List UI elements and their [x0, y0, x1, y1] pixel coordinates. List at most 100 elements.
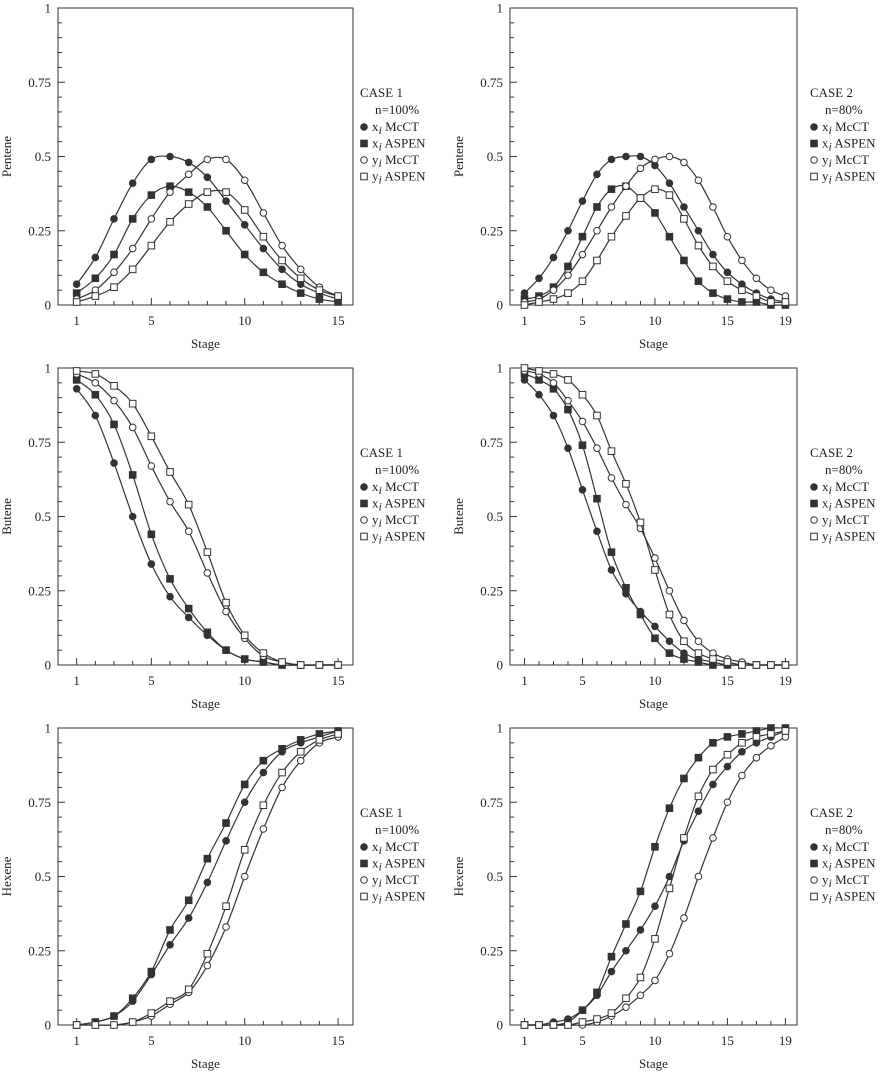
- data-point: [166, 926, 174, 934]
- data-point: [240, 872, 249, 881]
- series-line: [76, 388, 339, 666]
- legend-entry-label: xi ASPEN: [372, 856, 426, 874]
- legend-entry-label: xi McCT: [372, 839, 419, 857]
- y-axis-label: Butene: [0, 498, 14, 535]
- data-point: [128, 512, 137, 521]
- data-point: [738, 661, 746, 669]
- data-point: [222, 837, 230, 845]
- data-point: [222, 188, 230, 196]
- data-point: [296, 736, 305, 744]
- data-point: [622, 212, 630, 220]
- data-point: [709, 739, 717, 747]
- data-point: [607, 566, 616, 574]
- data-point: [651, 976, 659, 985]
- data-point: [549, 379, 558, 387]
- data-point: [651, 622, 659, 631]
- data-point: [203, 949, 212, 958]
- data-point: [767, 286, 775, 294]
- data-point: [91, 411, 100, 420]
- data-point: [680, 774, 688, 783]
- data-point: [110, 215, 118, 223]
- legend-entry-label: yi McCT: [822, 872, 869, 890]
- data-point: [578, 390, 587, 399]
- series-x-i-aspen: [72, 182, 342, 306]
- data-point: [709, 834, 717, 842]
- data-point: [622, 583, 630, 592]
- y-tick-label: 0.5: [487, 869, 503, 884]
- data-point: [636, 194, 645, 202]
- data-point: [520, 1021, 529, 1029]
- x-tick-label: 19: [779, 313, 792, 328]
- data-point: [738, 256, 746, 265]
- data-point: [665, 649, 674, 657]
- data-point: [593, 988, 601, 997]
- data-point: [651, 634, 659, 643]
- data-point: [665, 949, 674, 958]
- data-point: [110, 382, 118, 390]
- data-point: [593, 1015, 601, 1023]
- data-point: [535, 274, 543, 283]
- data-point: [296, 747, 305, 756]
- data-point: [549, 286, 558, 294]
- data-point: [222, 902, 230, 911]
- data-point: [334, 292, 342, 300]
- data-point: [315, 295, 324, 303]
- data-point: [166, 592, 174, 601]
- data-point: [222, 646, 230, 654]
- data-point: [166, 941, 174, 949]
- x-tick-label: 5: [148, 1033, 155, 1048]
- data-point: [147, 560, 156, 568]
- data-point: [278, 768, 286, 777]
- data-point: [549, 253, 558, 262]
- data-point: [694, 872, 703, 881]
- data-point: [738, 771, 746, 780]
- data-point: [651, 902, 659, 911]
- data-point: [738, 298, 746, 306]
- legend-entry-label: yi ASPEN: [372, 169, 426, 187]
- data-point: [709, 289, 717, 297]
- data-point: [549, 295, 558, 303]
- series-line: [524, 379, 786, 666]
- data-point: [91, 370, 100, 378]
- data-point: [110, 283, 118, 291]
- y-tick-label: 0.25: [480, 223, 503, 238]
- legend-marker: [810, 139, 818, 148]
- data-point: [622, 480, 630, 488]
- data-point: [752, 733, 761, 741]
- data-point: [296, 265, 305, 274]
- data-point: [680, 256, 688, 265]
- legend-marker: [360, 499, 368, 508]
- legend-marker: [810, 156, 818, 164]
- data-point: [128, 179, 137, 188]
- legend-entry-label: yi McCT: [822, 152, 869, 170]
- series-line: [524, 370, 786, 666]
- data-point: [240, 845, 249, 854]
- data-point: [259, 825, 268, 833]
- legend-marker: [360, 843, 368, 851]
- data-point: [781, 727, 790, 735]
- data-point: [636, 926, 645, 934]
- legend-entry-label: yi ASPEN: [822, 529, 876, 547]
- data-point: [240, 780, 249, 789]
- data-point: [278, 256, 286, 265]
- y-tick-label: 0: [45, 658, 52, 673]
- data-point: [222, 607, 230, 616]
- legend-marker: [810, 123, 818, 131]
- legend-marker: [360, 859, 368, 868]
- data-point: [651, 209, 659, 217]
- data-point: [184, 613, 193, 622]
- data-point: [607, 447, 616, 455]
- data-point: [296, 756, 305, 765]
- data-point: [578, 250, 587, 259]
- legend-entry-label: xi McCT: [822, 479, 869, 497]
- data-point: [278, 280, 286, 289]
- legend-entry-label: yi ASPEN: [822, 169, 876, 187]
- data-point: [752, 661, 761, 669]
- legend-marker: [360, 532, 368, 541]
- data-point: [72, 298, 81, 306]
- data-point: [222, 197, 230, 205]
- data-point: [147, 155, 156, 164]
- data-point: [593, 256, 601, 265]
- data-point: [723, 798, 732, 807]
